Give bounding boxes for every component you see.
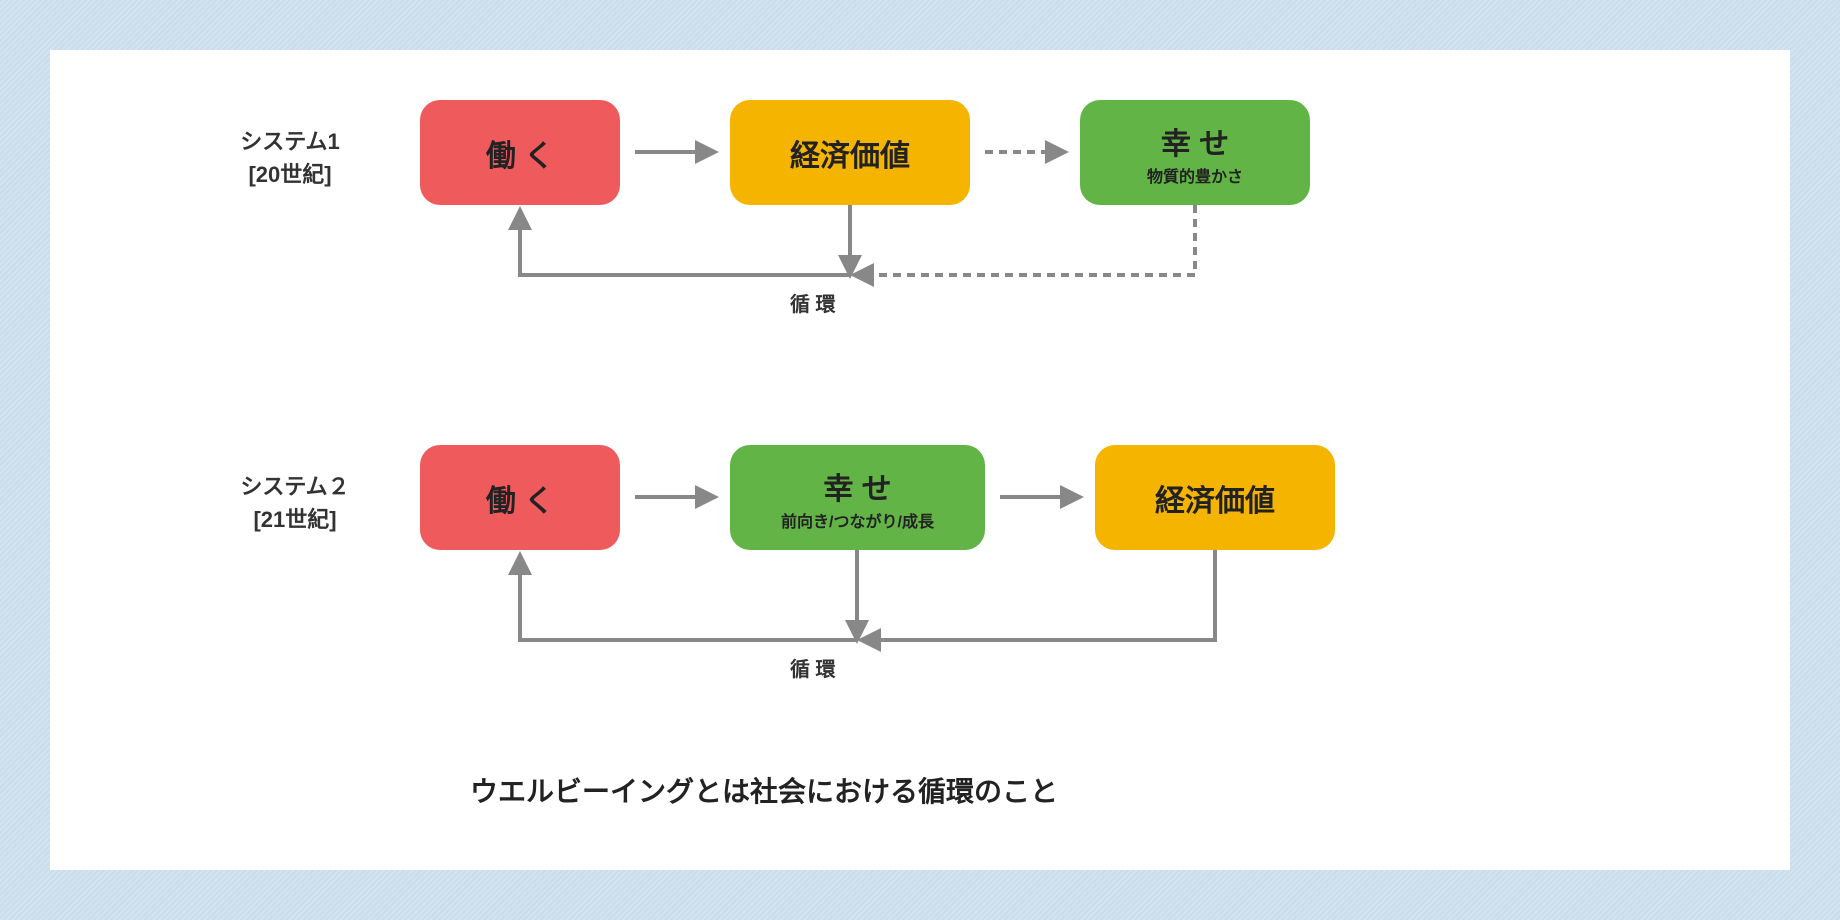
system-label-title: システム２: [205, 470, 385, 503]
node-title: 幸 せ: [1161, 119, 1229, 163]
node-s1-work: 働 く: [420, 100, 620, 205]
node-title: 働 く: [486, 476, 554, 520]
diagram-caption: ウエルビーイングとは社会における循環のこと: [470, 770, 1058, 810]
system-label-sub: [21世紀]: [205, 503, 385, 536]
system-label-sub: [20世紀]: [205, 158, 375, 191]
system-label: システム２[21世紀]: [205, 470, 385, 536]
node-s2-happy: 幸 せ前向き/つながり/成長: [730, 445, 985, 550]
diagram-canvas: システム1[20世紀]働 く経済価値幸 せ物質的豊かさ循 環システム２[21世紀…: [50, 50, 1790, 870]
outer-frame: システム1[20世紀]働 く経済価値幸 せ物質的豊かさ循 環システム２[21世紀…: [0, 0, 1840, 920]
node-title: 働 く: [486, 131, 554, 175]
node-subtitle: 物質的豊かさ: [1147, 163, 1243, 187]
node-s1-happy: 幸 せ物質的豊かさ: [1080, 100, 1310, 205]
node-s1-econ: 経済価値: [730, 100, 970, 205]
node-title: 経済価値: [790, 131, 910, 175]
system-label: システム1[20世紀]: [205, 125, 375, 191]
node-s2-work: 働 く: [420, 445, 620, 550]
cycle-label: 循 環: [790, 290, 836, 320]
cycle-label: 循 環: [790, 655, 836, 685]
node-subtitle: 前向き/つながり/成長: [781, 508, 934, 532]
node-title: 経済価値: [1155, 476, 1275, 520]
system-label-title: システム1: [205, 125, 375, 158]
node-s2-econ: 経済価値: [1095, 445, 1335, 550]
node-title: 幸 せ: [823, 464, 891, 508]
